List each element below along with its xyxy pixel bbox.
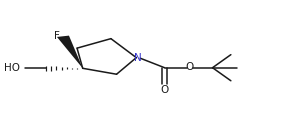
Text: O: O <box>186 62 194 72</box>
Polygon shape <box>57 36 83 68</box>
Text: O: O <box>160 85 169 95</box>
Text: F: F <box>54 31 60 41</box>
Text: N: N <box>134 53 142 63</box>
Text: HO: HO <box>4 63 20 73</box>
